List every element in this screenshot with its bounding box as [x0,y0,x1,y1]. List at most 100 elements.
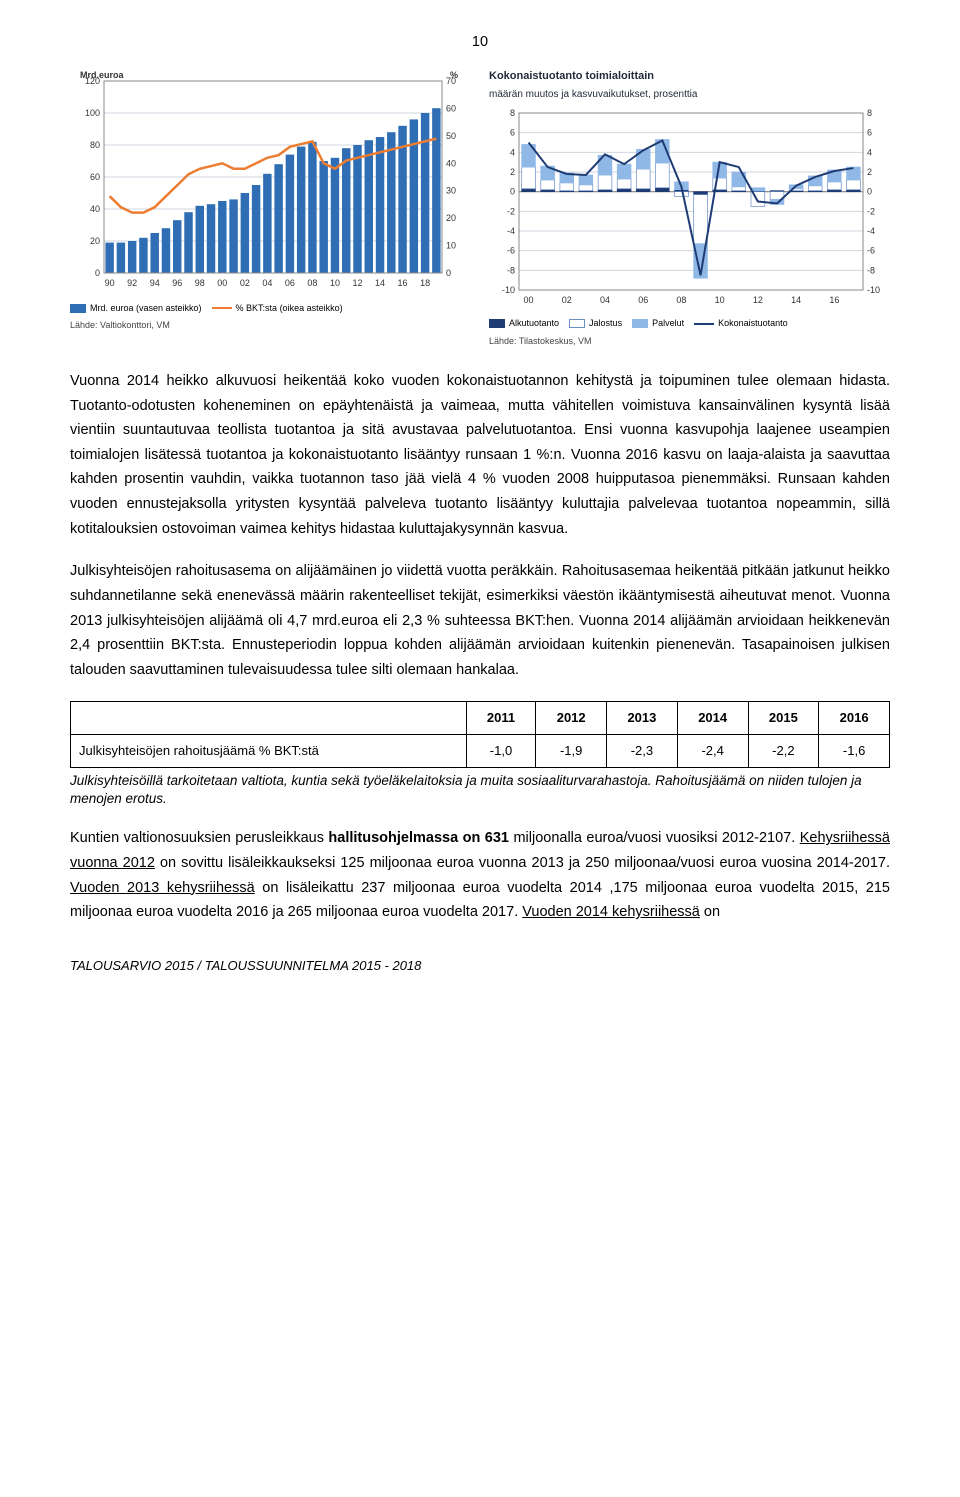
legend-total-swatch [694,323,714,325]
table-header-year: 2014 [677,701,748,734]
svg-text:-2: -2 [507,207,515,217]
legend-total-label: Kokonaistuotanto [718,316,788,331]
legend-line: % BKT:sta (oikea asteikko) [212,301,343,316]
chart-right-source: Lähde: Tilastokeskus, VM [489,334,890,349]
chart-right-title: Kokonaistuotanto toimialoittain [489,67,890,86]
svg-text:%: % [450,70,458,80]
svg-text:16: 16 [829,295,839,305]
legend-alku-swatch [489,319,505,328]
table-row-label: Julkisyhteisöjen rahoitusjäämä % BKT:stä [71,734,467,767]
svg-text:-4: -4 [867,226,875,236]
svg-text:4: 4 [867,148,872,158]
svg-text:4: 4 [510,148,515,158]
svg-text:16: 16 [398,278,408,288]
svg-text:0: 0 [446,268,451,278]
svg-text:2: 2 [867,167,872,177]
legend-jalostus-swatch [569,319,585,328]
svg-text:6: 6 [867,128,872,138]
legend-palvelut-label: Palvelut [652,316,684,331]
svg-text:08: 08 [676,295,686,305]
svg-text:-8: -8 [867,266,875,276]
svg-text:40: 40 [446,158,456,168]
svg-text:14: 14 [375,278,385,288]
svg-text:-10: -10 [867,285,880,295]
chart-right-subtitle: määrän muutos ja kasvuvaikutukset, prose… [489,86,890,103]
legend-line-label: % BKT:sta (oikea asteikko) [236,301,343,316]
chart-left-svg: 020406080100120010203040506070Mrd.euroa%… [70,67,470,297]
chart-right: Kokonaistuotanto toimialoittain määrän m… [489,67,890,349]
finance-table: 201120122013201420152016 Julkisyhteisöje… [70,701,890,768]
chart-right-legend: Alkutuotanto Jalostus Palvelut Kokonaist… [489,316,890,331]
svg-text:80: 80 [90,140,100,150]
svg-text:-10: -10 [502,285,515,295]
svg-text:06: 06 [638,295,648,305]
p3-end: on [700,904,720,920]
svg-text:08: 08 [307,278,317,288]
table-header-year: 2011 [466,701,536,734]
legend-jalostus: Jalostus [569,316,622,331]
table-footnote: Julkisyhteisöillä tarkoitetaan valtiota,… [70,772,890,808]
svg-text:90: 90 [105,278,115,288]
svg-text:12: 12 [753,295,763,305]
svg-text:04: 04 [262,278,272,288]
table-header-year: 2016 [819,701,890,734]
table-cell: -1,0 [466,734,536,767]
legend-alku: Alkutuotanto [489,316,559,331]
svg-text:98: 98 [195,278,205,288]
chart-left-source: Lähde: Valtiokonttori, VM [70,318,471,333]
svg-text:00: 00 [524,295,534,305]
table-header-year: 2012 [536,701,607,734]
legend-bar-label: Mrd. euroa (vasen asteikko) [90,301,202,316]
legend-alku-label: Alkutuotanto [509,316,559,331]
svg-text:14: 14 [791,295,801,305]
svg-text:-2: -2 [867,207,875,217]
svg-text:10: 10 [446,240,456,250]
svg-text:0: 0 [867,187,872,197]
legend-bar-swatch [70,304,86,313]
svg-text:10: 10 [330,278,340,288]
svg-text:10: 10 [715,295,725,305]
page-number: 10 [70,30,890,55]
p3-pre: Kuntien valtionosuuksien perusleikkaus [70,830,328,846]
svg-text:12: 12 [352,278,362,288]
svg-text:20: 20 [446,213,456,223]
legend-bar: Mrd. euroa (vasen asteikko) [70,301,202,316]
table-cell: -1,9 [536,734,607,767]
svg-text:Mrd.euroa: Mrd.euroa [80,70,125,80]
legend-line-swatch [212,307,232,309]
chart-left-legend: Mrd. euroa (vasen asteikko) % BKT:sta (o… [70,301,471,316]
legend-palvelut-swatch [632,319,648,328]
svg-text:30: 30 [446,185,456,195]
svg-text:60: 60 [90,172,100,182]
svg-text:02: 02 [240,278,250,288]
svg-text:6: 6 [510,128,515,138]
table-cell: -1,6 [819,734,890,767]
legend-jalostus-label: Jalostus [589,316,622,331]
svg-text:50: 50 [446,130,456,140]
p3-ul2: Vuoden 2013 kehysriihessä [70,880,255,896]
legend-palvelut: Palvelut [632,316,684,331]
table-header-label [71,701,467,734]
svg-text:-6: -6 [507,246,515,256]
svg-text:00: 00 [217,278,227,288]
legend-total: Kokonaistuotanto [694,316,788,331]
svg-text:0: 0 [510,187,515,197]
svg-text:2: 2 [510,167,515,177]
page-footer: TALOUSARVIO 2015 / TALOUSSUUNNITELMA 201… [70,955,890,977]
svg-text:06: 06 [285,278,295,288]
svg-text:92: 92 [127,278,137,288]
svg-text:60: 60 [446,103,456,113]
p3-bold: hallitusohjelmassa on 631 [328,830,509,846]
svg-text:8: 8 [867,108,872,118]
table-cell: -2,2 [748,734,819,767]
svg-text:18: 18 [420,278,430,288]
svg-text:-8: -8 [507,266,515,276]
svg-text:-6: -6 [867,246,875,256]
table-header-year: 2013 [607,701,678,734]
svg-text:02: 02 [562,295,572,305]
p3-ul3: Vuoden 2014 kehysriihessä [522,904,700,920]
p3-mid1: on sovittu lisäleikkaukseksi 125 miljoon… [155,855,890,871]
svg-text:0: 0 [95,268,100,278]
paragraph-1: Vuonna 2014 heikko alkuvuosi heikentää k… [70,369,890,541]
charts-row: 020406080100120010203040506070Mrd.euroa%… [70,67,890,349]
